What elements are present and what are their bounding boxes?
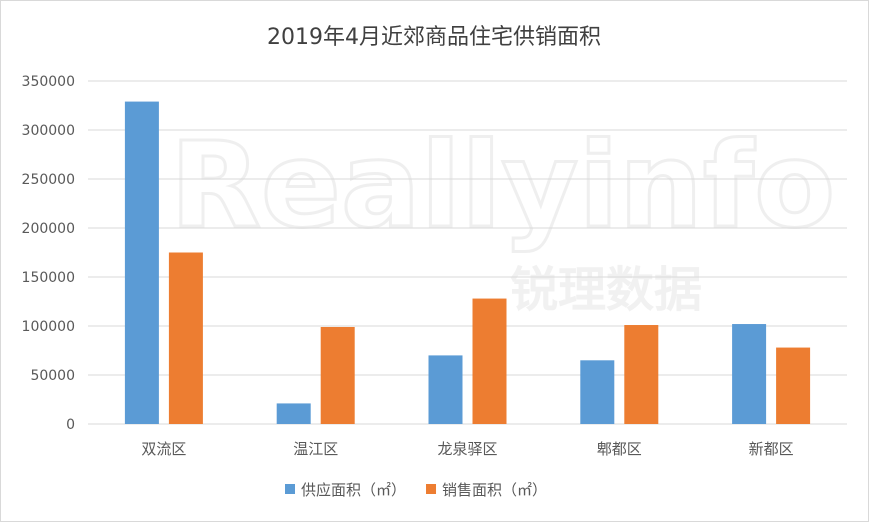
y-tick-label: 250000 (22, 172, 75, 188)
y-tick-label: 350000 (22, 74, 75, 90)
x-axis: 双流区 温江区 龙泉驿区 郫都区 新都区 (141, 440, 793, 458)
y-tick-label: 200000 (22, 221, 75, 237)
bar-supply-0 (124, 101, 159, 424)
x-tick-label: 郫都区 (597, 440, 642, 458)
x-tick-label: 龙泉驿区 (437, 440, 497, 458)
legend: 供应面积（㎡） 销售面积（㎡） (285, 481, 547, 499)
bar-sales-2 (472, 298, 507, 424)
bar-sales-3 (624, 325, 659, 424)
bars (124, 101, 811, 424)
watermark-latin: Reallyinfo (170, 116, 835, 254)
bar-sales-0 (168, 252, 203, 424)
watermark: Reallyinfo 锐理数据 (169, 115, 837, 319)
bar-supply-2 (428, 355, 463, 424)
y-tick-label: 50000 (30, 368, 75, 384)
bar-supply-3 (580, 360, 615, 424)
bar-sales-4 (776, 347, 811, 424)
x-tick-label: 温江区 (293, 440, 338, 458)
y-tick-label: 300000 (22, 123, 75, 139)
bar-sales-1 (320, 326, 355, 424)
legend-swatch-sales (426, 484, 437, 494)
legend-label-sales: 销售面积（㎡） (442, 481, 547, 499)
chart-title: 2019年4月近郊商品住宅供销面积 (267, 25, 601, 50)
x-tick-label: 新都区 (749, 440, 794, 458)
legend-swatch-supply (285, 484, 295, 494)
y-axis: 0 50000 100000 150000 200000 250000 300000 3500… (22, 74, 75, 433)
y-tick-label: 150000 (22, 270, 75, 286)
y-tick-label: 100000 (22, 319, 75, 335)
bar-supply-4 (732, 324, 767, 424)
x-tick-label: 双流区 (141, 440, 186, 458)
legend-label-supply: 供应面积（㎡） (301, 481, 406, 499)
watermark-chinese: 锐理数据 (510, 262, 702, 318)
y-tick-label: 0 (66, 417, 75, 433)
gridlines (88, 80, 847, 425)
bar-supply-1 (276, 403, 311, 424)
